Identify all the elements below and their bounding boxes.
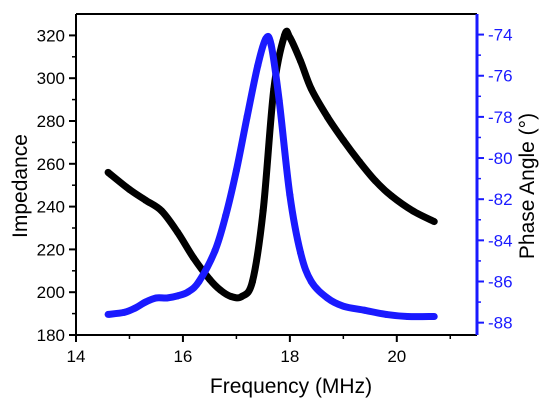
impedance-data-point	[174, 228, 182, 236]
left-y-tick-label: 220	[37, 240, 65, 259]
impedance-series-line	[105, 27, 436, 302]
right-y-tick-label: -78	[488, 108, 513, 127]
left-y-tick-label: 320	[37, 26, 65, 45]
x-tick-label: 20	[387, 347, 406, 366]
phase-angle-data-point	[307, 278, 315, 285]
phase-angle-data-point	[267, 41, 275, 49]
impedance-data-point	[158, 207, 166, 215]
impedance-data-point	[430, 218, 438, 226]
x-tick-label: 16	[173, 347, 192, 366]
impedance-data-point	[286, 34, 294, 42]
phase-angle-data-point	[184, 288, 192, 296]
right-y-tick-label: -88	[488, 314, 513, 333]
right-y-tick-label: -82	[488, 190, 513, 209]
phase-angle-data-point	[254, 61, 262, 69]
left-y-axis-title: Impedance	[9, 134, 32, 238]
phase-angle-data-point	[243, 113, 251, 121]
phase-angle-data-point	[211, 247, 219, 255]
plot-area	[104, 27, 438, 321]
phase-angle-data-point	[131, 304, 139, 312]
impedance-data-point	[281, 31, 289, 39]
impedance-data-point	[125, 185, 133, 193]
impedance-data-point	[216, 286, 224, 294]
phase-angle-data-point	[339, 302, 347, 310]
phase-angle-data-point	[275, 96, 283, 104]
x-axis-title: Frequency (MHz)	[210, 375, 372, 398]
phase-angle-data-point	[222, 212, 230, 220]
impedance-data-point	[307, 85, 315, 93]
phase-angle-data-point	[297, 249, 305, 257]
impedance-data-point	[409, 207, 417, 215]
right-y-tick-label: -80	[488, 149, 513, 168]
impedance-data-point	[190, 254, 198, 262]
phase-angle-data-point	[323, 294, 331, 302]
impedance-data-point	[355, 158, 363, 166]
phase-angle-data-point	[361, 306, 369, 314]
right-y-tick-label: -76	[488, 67, 513, 86]
phase-angle-data-point	[262, 35, 270, 43]
phase-angle-data-point	[286, 191, 294, 199]
phase-angle-series-line	[107, 32, 435, 321]
phase-angle-data-point	[142, 298, 150, 306]
impedance-data-point	[297, 57, 305, 65]
phase-angle-data-point	[232, 166, 240, 174]
impedance-data-point	[227, 292, 235, 300]
right-y-axis-title: Phase Angle (°)	[516, 113, 539, 259]
phase-angle-data-point	[120, 308, 128, 316]
left-y-tick-label: 260	[37, 155, 65, 174]
impedance-data-point	[339, 136, 347, 144]
impedance-data-point	[248, 278, 256, 285]
left-y-tick-label: 200	[37, 283, 65, 302]
phase-angle-data-point	[195, 278, 203, 285]
phase-angle-data-point	[430, 312, 438, 320]
impedance-data-point	[323, 113, 331, 121]
left-y-tick-label: 240	[37, 198, 65, 217]
impedance-data-point	[259, 207, 267, 215]
phase-angle-data-point	[403, 312, 411, 320]
phase-angle-data-point	[382, 310, 390, 318]
phase-angle-data-point	[163, 294, 171, 302]
phase-angle-data-point	[174, 292, 182, 300]
impedance-data-point	[371, 177, 379, 185]
impedance-data-point	[387, 192, 395, 200]
impedance-data-point	[104, 168, 112, 176]
right-y-tick-label: -84	[488, 231, 513, 250]
left-y-tick-label: 280	[37, 112, 65, 131]
phase-angle-data-point	[152, 294, 160, 302]
impedance-data-point	[142, 196, 150, 204]
right-y-tick-label: -74	[488, 26, 513, 45]
right-y-tick-label: -86	[488, 273, 513, 292]
left-y-tick-label: 300	[37, 69, 65, 88]
phase-angle-data-point	[104, 310, 112, 318]
x-tick-label: 14	[67, 347, 86, 366]
impedance-data-point	[238, 292, 246, 300]
x-tick-label: 18	[280, 347, 299, 366]
impedance-data-point	[206, 275, 214, 283]
left-y-tick-label: 180	[37, 326, 65, 345]
axes: 14 16 18 20 180 200 220 240 260 280 300 320 -88 -86 -8…	[37, 13, 513, 366]
